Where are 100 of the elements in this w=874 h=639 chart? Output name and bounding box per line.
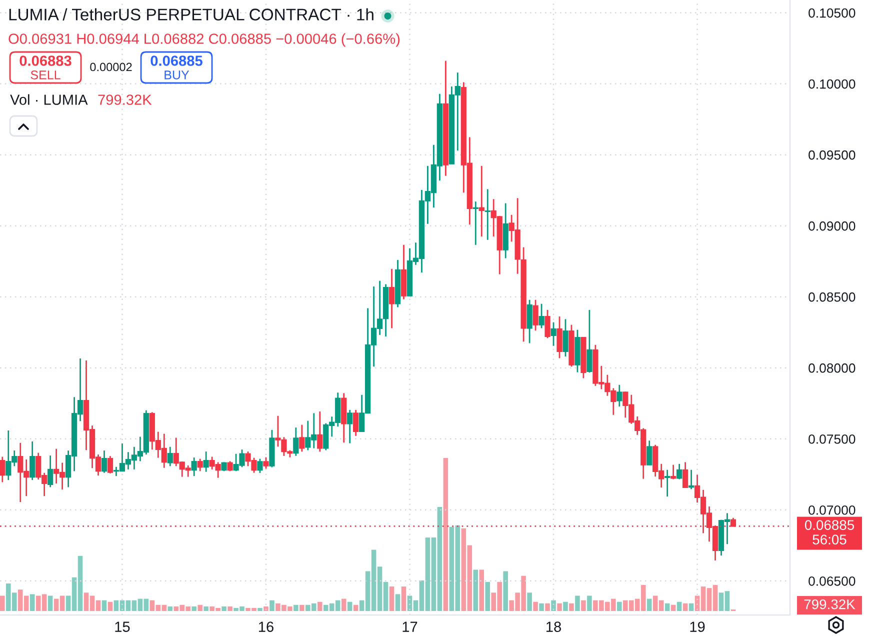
- bar: [670, 604, 676, 611]
- candlestick: [586, 309, 592, 374]
- bar: [617, 602, 622, 611]
- y-tick-label: 0.08500: [808, 292, 856, 302]
- bar: [198, 604, 202, 611]
- candlestick: [347, 409, 353, 444]
- text: O0.06931 H0.06944 L0.06882 C0.06885 −0.00046 (−0.66%): [8, 33, 400, 47]
- bar: [347, 602, 352, 611]
- candlestick: [101, 450, 108, 474]
- bar: [646, 598, 652, 611]
- bar: [682, 603, 688, 611]
- bar: [389, 586, 394, 611]
- bar: [0, 596, 5, 611]
- x-tick-label: 16: [258, 622, 274, 632]
- annotation: 0.00002: [90, 62, 132, 72]
- annotation: 0.06883: [20, 56, 72, 66]
- annotation: 0.06885: [150, 56, 202, 66]
- candlestick: [167, 446, 173, 467]
- candlestick: [562, 318, 568, 358]
- bar: [168, 606, 173, 611]
- y-tick-label: 0.07500: [808, 434, 856, 444]
- candlestick: [664, 469, 670, 498]
- chart-title: LUMIA / TetherUS PERPETUAL CONTRACT · 1h: [9, 8, 374, 20]
- bar: [551, 600, 556, 611]
- bar: [569, 603, 574, 611]
- candlestick: [472, 200, 478, 246]
- candlestick: [107, 455, 114, 474]
- candlestick: [532, 299, 538, 332]
- candlestick: [30, 440, 36, 481]
- candlestick: [670, 464, 676, 480]
- candlestick: [191, 456, 197, 477]
- bar: [294, 604, 298, 611]
- y-tick-label: 0.10000: [808, 79, 856, 89]
- bar: [102, 600, 107, 611]
- bar: [664, 603, 670, 611]
- bar: [581, 600, 586, 611]
- bar: [401, 586, 406, 611]
- bar: [264, 606, 268, 611]
- candlestick: [646, 440, 652, 466]
- bar: [300, 604, 304, 611]
- candlestick: [263, 456, 269, 470]
- candlestick: [478, 165, 484, 238]
- bar: [688, 603, 694, 611]
- bar: [479, 570, 484, 611]
- annotation: SELL: [30, 70, 60, 80]
- bar: [317, 602, 322, 611]
- bar: [473, 570, 478, 611]
- x-tick-label: 18: [546, 622, 561, 632]
- bar: [222, 606, 226, 611]
- bar: [527, 592, 532, 611]
- candlestick: [203, 450, 209, 473]
- x-tick-label: 19: [690, 622, 705, 632]
- bar: [575, 596, 580, 611]
- bar: [557, 603, 562, 611]
- candlestick: [538, 303, 544, 329]
- bar: [341, 598, 346, 611]
- bar: [270, 600, 274, 611]
- y-tick-label: 0.08000: [808, 363, 856, 373]
- bar: [395, 594, 400, 611]
- candlestick: [388, 268, 395, 329]
- bar: [192, 606, 196, 611]
- bar: [443, 458, 448, 611]
- candlestick: [544, 309, 550, 339]
- annotation: BUY: [164, 70, 190, 80]
- candlestick: [317, 410, 323, 452]
- candlestick: [48, 454, 54, 488]
- candlestick: [227, 460, 233, 472]
- bar: [48, 596, 53, 611]
- candlestick: [526, 299, 532, 344]
- candlestick: [616, 384, 622, 408]
- bar: [676, 602, 682, 611]
- bar: [503, 571, 508, 611]
- bar: [485, 582, 490, 611]
- candlestick: [257, 458, 263, 474]
- y-tick-label: 0.09500: [808, 150, 856, 160]
- bar: [587, 596, 592, 611]
- x-tick-label: 17: [402, 622, 418, 632]
- y-tick-label: 0.10500: [808, 8, 856, 18]
- bar: [228, 606, 232, 611]
- y-tick-label: 0.09000: [808, 221, 856, 231]
- candlestick: [197, 458, 203, 472]
- bar: [533, 602, 538, 611]
- candlestick: [353, 409, 359, 437]
- candlestick: [299, 424, 305, 452]
- text: 799.32K: [804, 599, 856, 610]
- chart-title: Vol · LUMIA: [10, 94, 88, 105]
- bar: [545, 603, 550, 611]
- candlestick: [556, 316, 562, 359]
- bar: [30, 594, 35, 611]
- candlestick: [484, 188, 490, 241]
- bar: [204, 606, 208, 611]
- bar: [258, 608, 262, 611]
- candlestick: [688, 469, 694, 490]
- x-tick-label: 15: [115, 622, 130, 632]
- ref-line-label: 0.06885: [804, 520, 854, 530]
- candlestick: [293, 426, 299, 457]
- candlestick: [550, 322, 556, 347]
- bar: [539, 603, 544, 611]
- y-tick-label: 0.07000: [808, 505, 856, 515]
- bar: [353, 604, 358, 611]
